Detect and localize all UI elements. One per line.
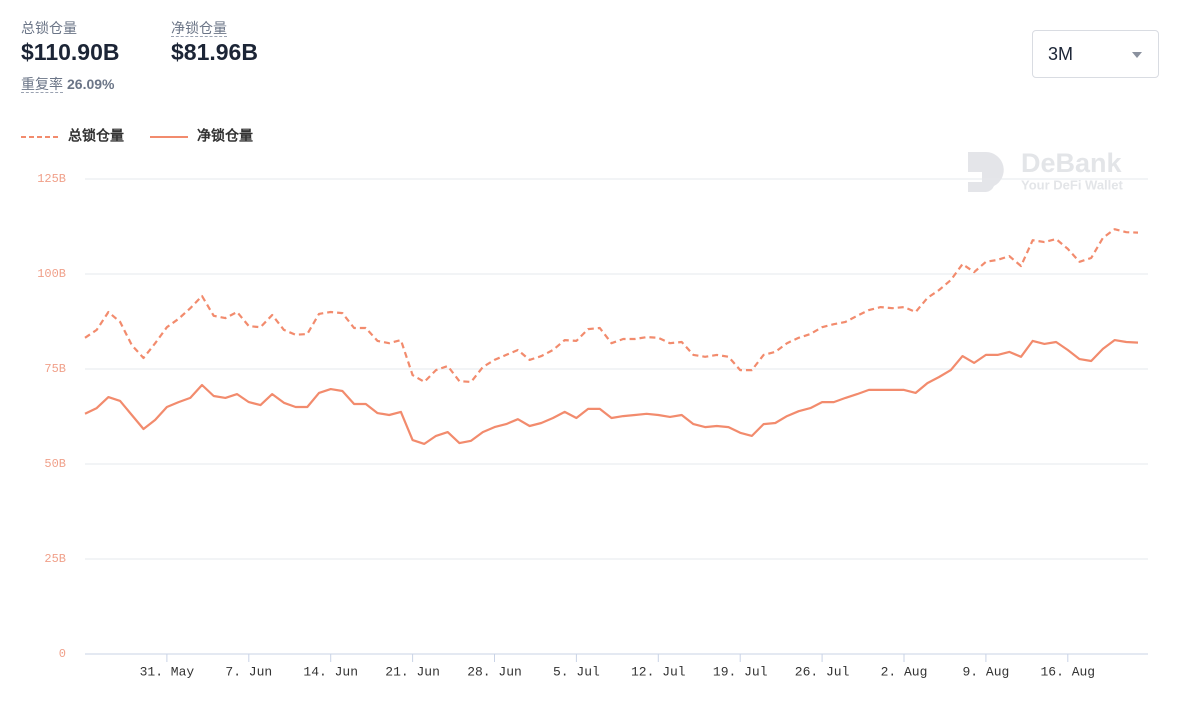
x-tick-label: 31. May: [140, 664, 195, 679]
x-tick-label: 12. Jul: [631, 664, 686, 679]
y-tick-label: 0: [59, 647, 66, 661]
x-tick-label: 7. Jun: [225, 664, 272, 679]
ratio: 重复率 26.09%: [21, 74, 114, 94]
stat: 净锁仓量 $81.96B: [171, 18, 258, 66]
ratio-value: 26.09%: [67, 76, 115, 92]
y-tick-label: 75B: [44, 362, 66, 376]
x-tick-label: 26. Jul: [795, 664, 850, 679]
x-tick-label: 16. Aug: [1040, 664, 1095, 679]
dropdown-arrow: [1132, 52, 1142, 63]
stat-value: $81.96B: [171, 39, 258, 65]
stat-value: $110.90B: [21, 39, 120, 65]
x-tick-label: 21. Jun: [385, 664, 440, 679]
stat-label: 净锁仓量: [171, 20, 227, 37]
watermark: DeBank Your DeFi Wallet: [968, 148, 1124, 192]
series-line: [84, 228, 1139, 383]
ratio-label: 重复率: [21, 76, 63, 93]
x-tick-label: 2. Aug: [881, 664, 928, 679]
legend-label: 总锁仓量: [68, 128, 124, 144]
y-tick-label: 50B: [44, 457, 66, 471]
watermark-tagline: Your DeFi Wallet: [1021, 177, 1124, 192]
dropdown-value[interactable]: 3M: [1048, 44, 1074, 64]
x-tick-label: 28. Jun: [467, 664, 522, 679]
y-tick-label: 125B: [37, 172, 66, 186]
x-tick-label: 9. Aug: [962, 664, 1009, 679]
y-tick-label: 25B: [44, 552, 66, 566]
legend-label: 净锁仓量: [197, 128, 253, 144]
x-tick-label: 14. Jun: [303, 664, 358, 679]
y-tick-label: 100B: [37, 267, 66, 281]
x-tick-label: 19. Jul: [713, 664, 768, 679]
stat: 总锁仓量 $110.90B: [21, 18, 119, 66]
x-tick-label: 5. Jul: [553, 664, 600, 679]
range-dropdown[interactable]: 3M: [1032, 30, 1159, 78]
watermark-logo: [968, 152, 1004, 192]
stat-label: 总锁仓量: [21, 20, 77, 36]
watermark-brand: DeBank: [1021, 148, 1123, 178]
series-line: [84, 339, 1139, 445]
